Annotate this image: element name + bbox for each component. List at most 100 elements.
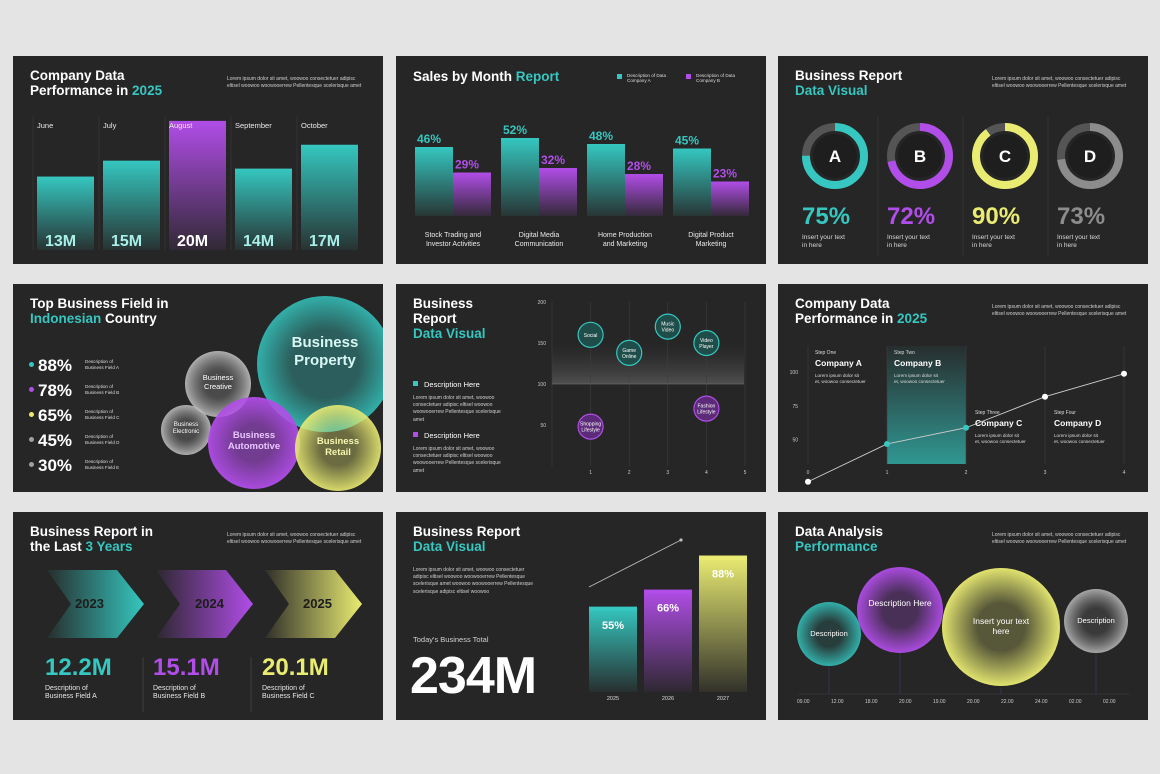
bubble-description-1	[797, 602, 861, 666]
bar-category-label: July	[103, 121, 117, 130]
y-tick-label: 50	[540, 423, 546, 429]
category-label: Investor Activities	[426, 241, 481, 248]
arrow-2023	[47, 570, 144, 638]
step-desc: et, woowoo consectetuer	[894, 379, 945, 384]
donut-text: Insert your text	[972, 234, 1015, 241]
legend-swatch-teal	[413, 381, 418, 386]
stat-row: 65% Description of Business Field C	[29, 406, 139, 428]
bar-category-label: June	[37, 121, 53, 130]
bar-2027	[699, 555, 747, 692]
bar-chart: 55% 2025 66% 2026 88% 2027	[588, 538, 747, 702]
step-company: Company B	[894, 358, 942, 368]
stat-desc: Description of	[85, 384, 114, 389]
slide-8-business-total[interactable]: Business Report Data Visual Lorem ipsum …	[396, 512, 766, 720]
slide-title: Sales by Month Report	[413, 69, 560, 84]
slide-3-donut-report[interactable]: Business Report Data Visual Lorem ipsum …	[778, 56, 1148, 264]
bar-value-label: 20M	[177, 233, 208, 250]
x-tick-label: 4	[705, 470, 708, 476]
x-tick-label: 1	[589, 470, 592, 476]
bar-value-label: 15M	[111, 233, 142, 250]
bubble-label-property: Business Property	[291, 334, 359, 369]
point-label: Lifestyle	[581, 428, 600, 434]
data-point	[963, 424, 969, 431]
bubble-label-creative: Business Creative	[202, 373, 234, 391]
y-tick-label: 50	[792, 438, 798, 444]
value-label-b: 28%	[627, 159, 651, 173]
step-company: Company A	[815, 358, 862, 368]
slide-5-scatter-report[interactable]: Business Report Data Visual Description …	[396, 284, 766, 492]
slide-9-data-analysis[interactable]: Data Analysis Performance Lorem ipsum do…	[778, 512, 1148, 720]
slide-4-top-business-field[interactable]: Top Business Field in Indonesian Country…	[13, 284, 383, 492]
donut-b	[887, 123, 953, 189]
slide-description: Lorem ipsum dolor sit amet, woowoo conse…	[992, 304, 1127, 318]
bar-category-label: September	[235, 121, 272, 130]
donut-text: Insert your text	[887, 234, 930, 241]
bubble-text-1: Description	[810, 629, 848, 638]
slide-title: Company Data Performance in 2025	[795, 296, 928, 326]
donut-text: in here	[972, 242, 992, 249]
time-label: 02.00	[1069, 699, 1082, 705]
slide-7-last-3-years[interactable]: Business Report in the Last 3 Years Lore…	[13, 512, 383, 720]
slide-title: Business Report Data Visual	[413, 296, 486, 341]
value-2025: 20.1M	[262, 654, 329, 681]
stat-desc: Business Field A	[85, 365, 119, 370]
time-label: 24.00	[1035, 699, 1048, 705]
bubble-insert-text	[942, 568, 1060, 686]
category-label: and Marketing	[603, 241, 647, 248]
bar-july	[103, 160, 160, 250]
point-label: Video	[661, 328, 674, 334]
step-desc: Lorem ipsum dolor sit	[894, 373, 938, 378]
category-label: Digital Media	[519, 232, 560, 239]
x-tick-label: 1	[886, 470, 889, 476]
bar-category-label: October	[301, 121, 328, 130]
time-label: 18.00	[865, 699, 878, 705]
step-label: Step One	[815, 350, 837, 356]
point-label: Online	[622, 354, 637, 360]
time-label: 19.00	[933, 699, 946, 705]
description-a: Description Here Lorem ipsum dolor sit a…	[413, 380, 501, 423]
legend-b: Description of Data Company B	[686, 73, 746, 84]
bar-company-b	[711, 181, 749, 216]
step-desc: Lorem ipsum dolor sit	[1054, 433, 1098, 438]
year-2024: 2024	[195, 596, 224, 611]
bubble-description-2	[1064, 589, 1128, 653]
slide-1-company-performance[interactable]: Company Data Performance in 2025 Lorem i…	[13, 56, 383, 264]
category-label: Communication	[515, 241, 564, 248]
stat-desc: Description of	[85, 409, 114, 414]
legend-swatch-purple	[413, 432, 418, 437]
stat-dot	[29, 362, 34, 367]
slide-description: Lorem ipsum dolor sit amet, woowoo conse…	[227, 76, 362, 90]
time-label: 02.00	[1103, 699, 1116, 705]
stat-desc: Description of	[85, 459, 114, 464]
stat-desc: Description of	[85, 434, 114, 439]
total-label: Today's Business Total	[413, 635, 489, 644]
category-label: Marketing	[696, 241, 727, 248]
total-value: 234M	[410, 647, 537, 705]
point-label: Fashion	[698, 404, 716, 410]
legend-a: Description of Data Company A	[617, 73, 677, 84]
slide-title: Business Report Data Visual	[795, 68, 903, 98]
desc-2023: Description of Business Field A	[45, 685, 97, 700]
scatter-point	[693, 329, 720, 357]
value-label-b: 32%	[541, 153, 565, 167]
point-label: Player	[699, 344, 714, 350]
y-tick-label: 100	[790, 370, 799, 376]
trend-line	[588, 539, 682, 588]
stat-row: 45% Description of Business Field D	[29, 431, 139, 453]
bar-company-a	[587, 144, 625, 216]
bar-value-label: 14M	[243, 233, 274, 250]
donut-text: in here	[802, 242, 822, 249]
data-point	[1121, 370, 1127, 377]
line-chart: 0 1 2 3 4 100 75 50	[790, 346, 1127, 485]
slide-6-line-performance[interactable]: Company Data Performance in 2025 Lorem i…	[778, 284, 1148, 492]
stat-desc: Description of	[85, 359, 114, 364]
donut-d	[1057, 123, 1123, 189]
scatter-point	[577, 321, 604, 348]
slide-title: Business Report in the Last 3 Years	[30, 524, 154, 554]
arrow-2024	[156, 570, 253, 638]
legend-swatch-purple	[686, 74, 691, 79]
slide-2-sales-by-month[interactable]: Sales by Month Report Description of Dat…	[396, 56, 766, 264]
bar-company-a	[415, 147, 453, 216]
y-tick-label: 100	[538, 382, 547, 388]
